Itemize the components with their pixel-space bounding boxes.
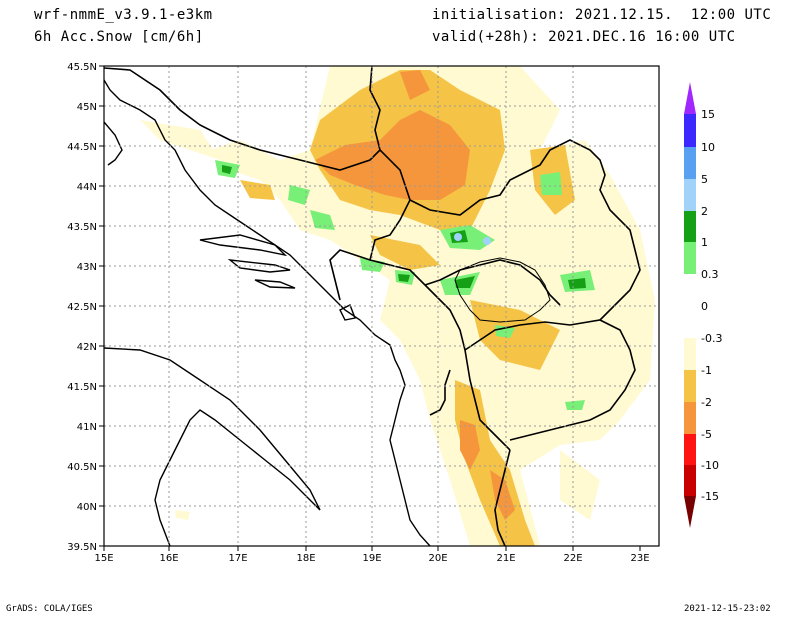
lon-label: 15E (94, 553, 113, 564)
lat-label: 41.5N (67, 382, 97, 393)
colorbar-label: 15 (701, 108, 715, 121)
lat-lon-grid (104, 66, 659, 546)
lon-label: 23E (630, 553, 649, 564)
lat-label: 40.5N (67, 462, 97, 473)
coastline (104, 79, 431, 546)
colorbar-segment (684, 465, 696, 496)
kosovo-border (454, 257, 551, 323)
lon-label: 20E (428, 553, 447, 564)
model-title: wrf-nmmE_v3.9.1-e3km (34, 7, 213, 23)
colorbar-top-arrow (684, 82, 696, 114)
credit-label: GrADS: COLA/IGES (6, 604, 93, 614)
axis-ticks (99, 65, 641, 551)
snow-heavy-area (315, 70, 515, 520)
lat-label: 41N (77, 422, 97, 433)
lat-label: 42.5N (67, 302, 97, 313)
lat-label: 44.5N (67, 142, 97, 153)
colorbar-segment (684, 114, 696, 147)
lat-label: 42N (77, 342, 97, 353)
colorbar-segment (684, 147, 696, 179)
lon-label: 21E (496, 553, 515, 564)
lon-label: 17E (228, 553, 247, 564)
colorbar-label: 5 (701, 173, 708, 186)
lon-label: 16E (159, 553, 178, 564)
lon-label: 18E (296, 553, 315, 564)
colorbar-segment (684, 274, 696, 338)
colorbar (684, 82, 696, 528)
colorbar-label: -5 (701, 428, 712, 441)
colorbar-segment (684, 434, 696, 465)
lat-label: 45.5N (67, 62, 97, 73)
lat-label: 43N (77, 262, 97, 273)
colorbar-label: -1 (701, 364, 712, 377)
colorbar-segment (684, 179, 696, 211)
colorbar-label: -10 (701, 459, 719, 472)
lat-label: 40N (77, 502, 97, 513)
colorbar-bottom-arrow (684, 496, 696, 528)
colorbar-segment (684, 402, 696, 434)
lat-label: 45N (77, 102, 97, 113)
colorbar-segment (684, 242, 696, 274)
init-time: initialisation: 2021.12.15. 12:00 UTC (432, 7, 772, 23)
timestamp-label: 2021-12-15-23:02 (684, 604, 771, 614)
colorbar-label: -0.3 (701, 332, 722, 345)
colorbar-label: 10 (701, 141, 715, 154)
lat-label: 43.5N (67, 222, 97, 233)
colorbar-label: 2 (701, 205, 708, 218)
lon-label: 22E (563, 553, 582, 564)
colorbar-segment (684, 338, 696, 370)
valid-time: valid(+28h): 2021.DEC.16 16:00 UTC (432, 29, 736, 45)
colorbar-label: 0.3 (701, 268, 719, 281)
colorbar-label: -2 (701, 396, 712, 409)
colorbar-segment (684, 211, 696, 242)
colorbar-label: 1 (701, 236, 708, 249)
lon-label: 19E (362, 553, 381, 564)
lat-label: 44N (77, 182, 97, 193)
colorbar-label: -15 (701, 490, 719, 503)
colorbar-label: 0 (701, 300, 708, 313)
country-borders (104, 66, 641, 546)
colorbar-segment (684, 370, 696, 402)
snow-positive-max-area (454, 233, 491, 245)
variable-title: 6h Acc.Snow [cm/6h] (34, 29, 204, 45)
lat-label: 39.5N (67, 542, 97, 553)
